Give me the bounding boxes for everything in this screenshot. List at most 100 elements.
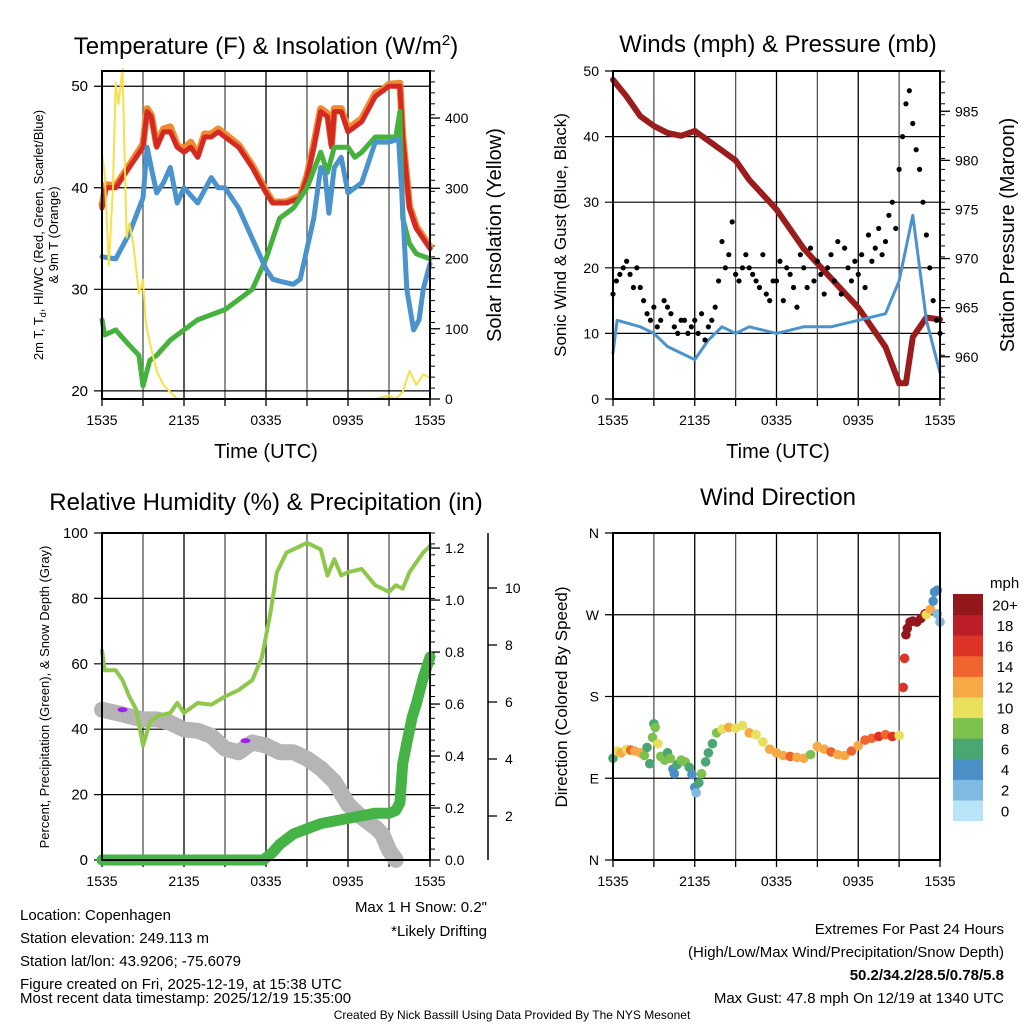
colorbar-swatch	[953, 697, 983, 719]
x-tick-label: 2135	[679, 412, 710, 428]
gust-point	[879, 252, 885, 258]
direction-point	[684, 762, 695, 773]
x-tick-label: 0335	[761, 873, 792, 889]
colorbar-label: 16	[997, 639, 1014, 656]
x-tick-label: 2135	[679, 873, 710, 889]
y-tick-label: 40	[583, 129, 599, 145]
gust-point	[681, 317, 688, 323]
gust-point	[913, 147, 919, 153]
direction-point	[650, 722, 661, 733]
elevation-text: Station elevation: 249.113 m	[20, 930, 209, 947]
gust-point	[654, 324, 660, 330]
y2-tick-label: 0.4	[445, 748, 465, 764]
max-gust-text: Max Gust: 47.8 mph On 12/19 at 1340 UTC	[714, 990, 1004, 1007]
gust-point	[807, 245, 814, 251]
y-tick-label: 40	[71, 180, 88, 197]
colorbar-label: 10	[997, 700, 1014, 717]
td-line	[99, 109, 433, 389]
colorbar-swatch	[953, 800, 983, 822]
gust-point	[910, 120, 916, 127]
likely-drifting-marker	[117, 707, 128, 713]
dir-y-axis-label: Direction (Colored By Speed)	[552, 586, 571, 807]
gust-point	[729, 219, 735, 225]
y-tick-label: 0	[591, 391, 599, 407]
wind-chart-title: Winds (mph) & Pressure (mb)	[619, 31, 936, 58]
direction-point	[899, 653, 910, 664]
gust-point	[824, 265, 831, 271]
colorbar-label: 2	[1001, 783, 1009, 800]
location-text: Location: Copenhagen	[20, 907, 171, 924]
direction-point	[758, 737, 768, 747]
direction-point	[653, 738, 663, 749]
direction-point	[639, 750, 650, 761]
y2-tick-label: 970	[955, 251, 979, 267]
y2-tick-label: 100	[445, 321, 469, 337]
rh-chart-title: Relative Humidity (%) & Precipitation (i…	[49, 489, 482, 516]
gust-point	[821, 291, 827, 297]
gust-point	[661, 298, 667, 304]
colorbar-label: 8	[1001, 721, 1009, 738]
direction-point	[687, 769, 697, 780]
direction-point	[751, 729, 761, 740]
rh-data	[94, 540, 436, 868]
gust-point	[855, 271, 861, 277]
direction-point	[644, 758, 655, 769]
extremes-legend: (High/Low/Max Wind/Precipitation/Snow De…	[688, 944, 1004, 961]
x-tick-label: 1535	[414, 412, 445, 428]
colorbar-swatch	[953, 738, 983, 760]
x-tick-label: 0935	[332, 873, 363, 889]
gust-point	[899, 134, 906, 140]
y-tick-label: N	[589, 525, 599, 541]
gust-point	[865, 232, 872, 238]
y2-tick-label: 1.2	[445, 540, 465, 556]
colorbar-swatch	[953, 635, 983, 657]
gust-point	[889, 199, 895, 205]
gust-point	[715, 278, 722, 284]
x-tick-label: 1535	[86, 412, 117, 428]
colorbar-label: 6	[1001, 742, 1009, 759]
rh-y-axis-label: Percent, Precipitation (Green), & Snow D…	[37, 546, 52, 849]
likely-drifting-marker	[240, 738, 251, 744]
y3-tick-label: 6	[505, 694, 513, 710]
direction-point	[669, 768, 680, 779]
x-tick-label: 0335	[761, 412, 792, 428]
wind-y2-axis-label: Station Pressure (Maroon)	[997, 118, 1019, 353]
gust-point	[641, 298, 647, 304]
gust-point	[658, 317, 664, 323]
y2-tick-label: 0.6	[445, 696, 465, 712]
gust-point	[780, 298, 786, 304]
y-tick-label: 100	[63, 525, 88, 542]
colorbar-label: 18	[997, 618, 1014, 635]
colorbar-label: 20+	[992, 597, 1018, 614]
y-tick-label: N	[589, 852, 599, 868]
temp-y-axis-label: 2m T, Td, HI/WC (Red, Green, Scarlet/Blu…	[31, 110, 48, 360]
gust-point	[692, 317, 698, 323]
gust-point	[872, 245, 878, 251]
gust-point	[668, 311, 674, 317]
y-tick-label: 0	[80, 852, 88, 869]
x-tick-label: 1535	[597, 412, 628, 428]
colorbar-swatch	[953, 676, 983, 698]
gust-point	[695, 330, 701, 336]
gust-point	[845, 265, 851, 271]
x-tick-label: 0335	[250, 412, 281, 428]
gust-point	[760, 252, 766, 258]
y2-tick-label: 960	[955, 349, 979, 365]
colorbar-swatch	[953, 779, 983, 801]
colorbar-swatch	[953, 594, 983, 616]
x-tick-label: 0935	[332, 412, 363, 428]
gust-point	[733, 271, 739, 277]
colorbar-title: mph	[990, 575, 1019, 592]
gust-point	[859, 252, 865, 258]
direction-point	[805, 749, 816, 760]
wind-data	[610, 76, 943, 387]
gust-point	[930, 298, 936, 304]
direction-point	[853, 740, 864, 751]
y2-tick-label: 300	[445, 180, 469, 196]
pressure-line	[610, 76, 943, 387]
gust-point	[664, 304, 671, 310]
temp-y2-axis-label: Solar Insolation (Yellow)	[484, 128, 506, 342]
colorbar-swatch	[953, 717, 983, 739]
direction-point	[894, 730, 904, 741]
gust-point	[630, 284, 637, 291]
